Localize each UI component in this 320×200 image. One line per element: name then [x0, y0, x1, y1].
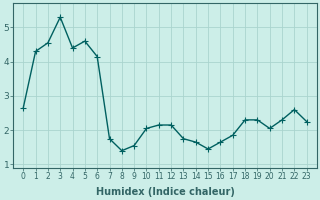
X-axis label: Humidex (Indice chaleur): Humidex (Indice chaleur): [96, 187, 234, 197]
